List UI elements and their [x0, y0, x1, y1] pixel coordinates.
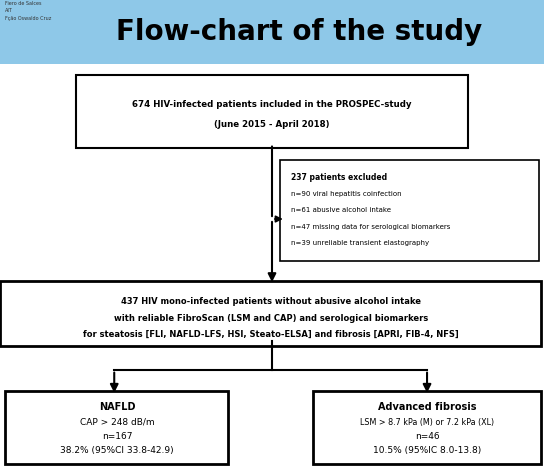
Text: Fção Oswaldo Cruz: Fção Oswaldo Cruz — [5, 16, 52, 21]
Text: (June 2015 - April 2018): (June 2015 - April 2018) — [214, 120, 330, 129]
Text: Advanced fibrosis: Advanced fibrosis — [378, 402, 477, 412]
Text: n=167: n=167 — [102, 432, 132, 441]
Text: AIT: AIT — [5, 8, 13, 14]
Text: n=47 missing data for serological biomarkers: n=47 missing data for serological biomar… — [291, 224, 450, 230]
Text: 674 HIV-infected patients included in the PROSPEC-study: 674 HIV-infected patients included in th… — [132, 100, 412, 109]
Text: 437 HIV mono-infected patients without abusive alcohol intake: 437 HIV mono-infected patients without a… — [121, 297, 421, 306]
Text: n=90 viral hepatitis coinfection: n=90 viral hepatitis coinfection — [291, 191, 401, 197]
Text: Flow-chart of the study: Flow-chart of the study — [116, 18, 483, 46]
Text: for steatosis [FLI, NAFLD-LFS, HSI, Steato-ELSA] and fibrosis [APRI, FIB-4, NFS]: for steatosis [FLI, NAFLD-LFS, HSI, Stea… — [83, 330, 459, 339]
FancyBboxPatch shape — [313, 391, 541, 464]
Text: Fiero de Salces: Fiero de Salces — [5, 1, 42, 7]
Text: with reliable FibroScan (LSM and CAP) and serological biomarkers: with reliable FibroScan (LSM and CAP) an… — [114, 314, 428, 323]
Text: NAFLD: NAFLD — [98, 402, 135, 412]
Text: n=39 unreliable transient elastography: n=39 unreliable transient elastography — [291, 240, 429, 246]
FancyBboxPatch shape — [280, 160, 539, 261]
Text: n=61 abusive alcohol intake: n=61 abusive alcohol intake — [291, 207, 391, 213]
Text: LSM > 8.7 kPa (M) or 7.2 kPa (XL): LSM > 8.7 kPa (M) or 7.2 kPa (XL) — [360, 418, 494, 427]
Text: 38.2% (95%CI 33.8-42.9): 38.2% (95%CI 33.8-42.9) — [60, 447, 174, 455]
FancyBboxPatch shape — [5, 391, 228, 464]
Text: n=46: n=46 — [415, 432, 440, 441]
FancyBboxPatch shape — [0, 281, 541, 346]
Text: CAP > 248 dB/m: CAP > 248 dB/m — [79, 418, 154, 427]
Text: 237 patients excluded: 237 patients excluded — [291, 173, 387, 182]
FancyBboxPatch shape — [0, 0, 544, 64]
FancyBboxPatch shape — [76, 75, 468, 148]
Text: 10.5% (95%IC 8.0-13.8): 10.5% (95%IC 8.0-13.8) — [373, 447, 481, 455]
